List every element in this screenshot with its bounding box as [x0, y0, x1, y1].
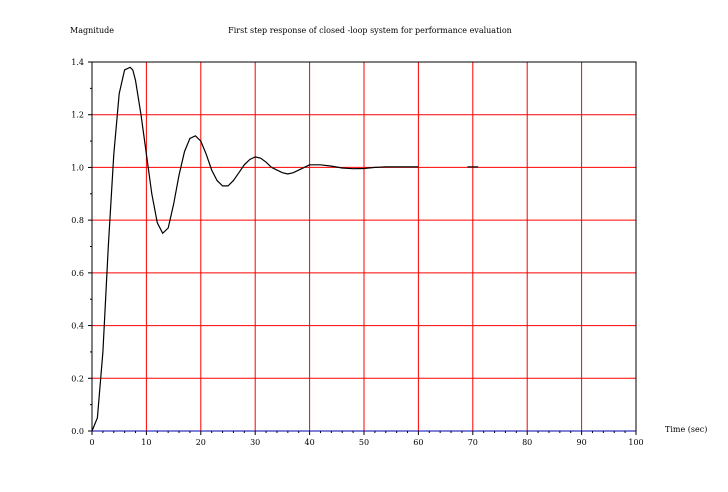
y-tick-label: 1.0	[71, 163, 84, 172]
step-response-line-1	[91, 66, 419, 432]
x-tick-label: 30	[250, 438, 260, 447]
y-tick-label: 1.4	[71, 58, 84, 67]
y-tick-label: 0.2	[71, 374, 84, 383]
x-tick-label: 40	[305, 438, 315, 447]
chart-title: First step response of closed -loop syst…	[228, 26, 512, 35]
x-tick-label: 50	[359, 438, 369, 447]
x-tick-label: 100	[628, 438, 643, 447]
grid-lines	[92, 62, 636, 431]
y-tick-label: 0.4	[71, 322, 84, 331]
x-tick-label: 60	[413, 438, 423, 447]
y-tick-label: 0.6	[71, 269, 84, 278]
x-tick-label: 20	[196, 438, 206, 447]
series-lines	[91, 66, 636, 432]
y-axis-label: Magnitude	[70, 26, 114, 35]
y-tick-label: 0.8	[71, 216, 84, 225]
x-tick-label: 80	[522, 438, 532, 447]
tick-labels: 0 10 20 30 40 50 60 70 80 90 100 0.0 0.2 0.4 0.6 0.8 1.0…	[71, 58, 643, 447]
x-tick-label: 70	[468, 438, 478, 447]
y-tick-label: 1.2	[71, 111, 84, 120]
y-tick-label: 0.0	[71, 427, 84, 436]
x-tick-label: 90	[577, 438, 587, 447]
x-axis-label: Time (sec)	[665, 425, 707, 434]
axes	[88, 61, 637, 435]
x-tick-label: 10	[141, 438, 151, 447]
x-tick-label: 0	[89, 438, 94, 447]
